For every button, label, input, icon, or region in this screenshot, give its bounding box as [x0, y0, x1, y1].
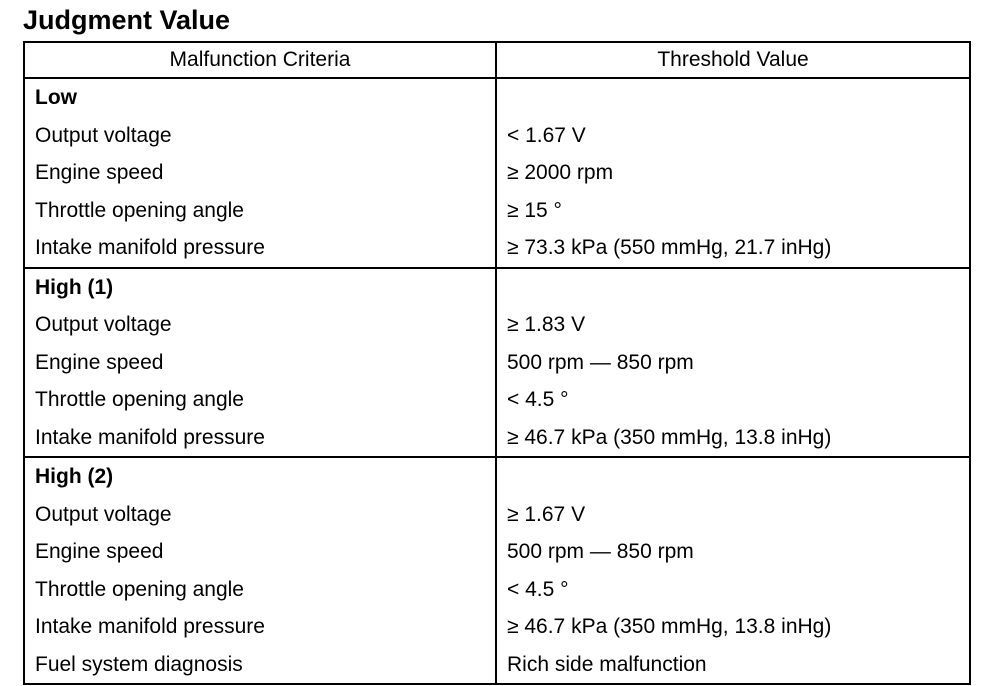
criterion-label: Intake manifold pressure: [35, 615, 265, 638]
group-threshold-cell: ≥ 1.67 V 500 rpm — 850 rpm < 4.5 ° ≥ 46.…: [495, 456, 971, 684]
criterion-label: Throttle opening angle: [35, 388, 244, 411]
threshold-value: < 4.5 °: [507, 388, 569, 411]
threshold-value: ≥ 73.3 kPa (550 mmHg, 21.7 inHg): [507, 236, 832, 259]
threshold-value: 500 rpm — 850 rpm: [507, 350, 694, 374]
group-label: High (2): [35, 465, 114, 488]
threshold-value: ≥ 1.67 V: [507, 502, 586, 526]
criterion-label: Intake manifold pressure: [35, 236, 265, 259]
threshold-value: ≥ 46.7 kPa (350 mmHg, 13.8 inHg): [507, 425, 832, 449]
judgment-value-table: Malfunction Criteria Threshold Value Low…: [23, 41, 971, 685]
group-criteria-cell: High (1) Output voltage Engine speed Thr…: [23, 266, 497, 457]
threshold-value: ≥ 2000 rpm: [507, 161, 614, 184]
criterion-label: Throttle opening angle: [35, 577, 244, 601]
criterion-label: Engine speed: [35, 350, 164, 374]
criterion-label: Intake manifold pressure: [35, 425, 265, 449]
table-group-low: Low Output voltage Engine speed Throttle…: [23, 78, 971, 268]
column-header-threshold-value: Threshold Value: [495, 41, 971, 79]
threshold-value: 500 rpm — 850 rpm: [507, 540, 694, 563]
criterion-label: Throttle opening angle: [35, 198, 244, 222]
group-label: Low: [35, 86, 77, 109]
criterion-label: Output voltage: [35, 502, 172, 526]
group-threshold-blank: [507, 269, 969, 307]
column-header-malfunction-criteria: Malfunction Criteria: [23, 41, 497, 79]
group-threshold-blank: [507, 79, 969, 117]
group-threshold-cell: < 1.67 V ≥ 2000 rpm ≥ 15 ° ≥ 73.3 kPa (5…: [495, 78, 971, 268]
table-group-high-1: High (1) Output voltage Engine speed Thr…: [23, 266, 971, 457]
threshold-value: < 4.5 °: [507, 577, 569, 601]
threshold-value: Rich side malfunction: [507, 652, 707, 676]
group-criteria-cell: High (2) Output voltage Engine speed Thr…: [23, 456, 497, 684]
table-header-row: Malfunction Criteria Threshold Value: [23, 41, 971, 79]
threshold-value: ≥ 46.7 kPa (350 mmHg, 13.8 inHg): [507, 615, 832, 638]
criterion-label: Output voltage: [35, 123, 172, 147]
criterion-label: Engine speed: [35, 540, 164, 563]
group-criteria-cell: Low Output voltage Engine speed Throttle…: [23, 78, 497, 268]
criterion-label: Output voltage: [35, 313, 172, 336]
group-threshold-cell: ≥ 1.83 V 500 rpm — 850 rpm < 4.5 ° ≥ 46.…: [495, 266, 971, 457]
group-threshold-blank: [507, 458, 969, 496]
threshold-value: ≥ 15 °: [507, 198, 562, 222]
threshold-value: < 1.67 V: [507, 123, 586, 147]
page-title: Judgment Value: [23, 5, 231, 35]
table-group-high-2: High (2) Output voltage Engine speed Thr…: [23, 456, 971, 684]
group-label: High (1): [35, 275, 114, 299]
criterion-label: Engine speed: [35, 161, 164, 184]
threshold-value: ≥ 1.83 V: [507, 313, 586, 336]
criterion-label: Fuel system diagnosis: [35, 652, 243, 676]
